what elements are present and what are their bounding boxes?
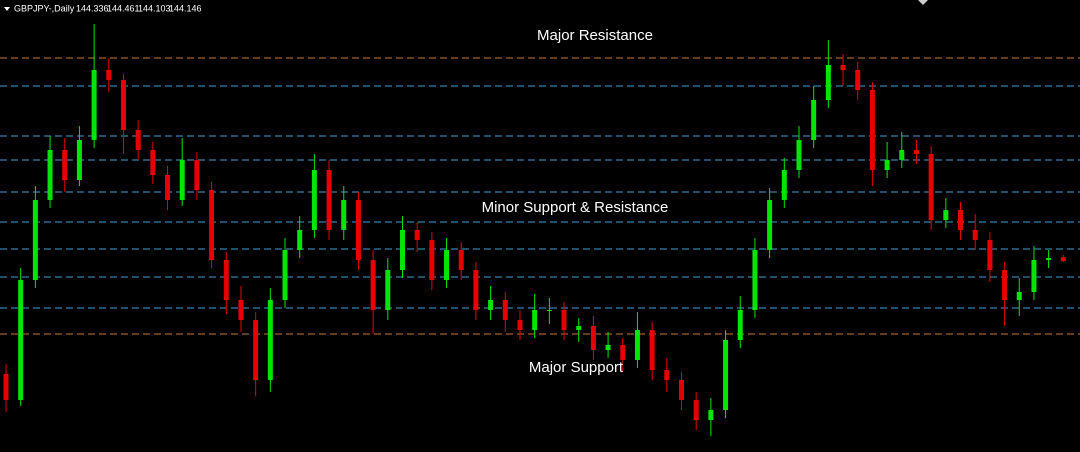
symbol-label: GBPJPY-,Daily: [14, 3, 75, 13]
header: GBPJPY-,Daily 144.336144.461144.103144.14…: [14, 3, 202, 13]
candle-body: [355, 200, 361, 260]
candle-body: [972, 230, 978, 240]
shift-marker: [918, 0, 928, 5]
candle-body: [106, 70, 112, 80]
annotation: Major Support: [529, 359, 624, 376]
candle-body: [458, 250, 464, 270]
menu-arrow[interactable]: [4, 7, 10, 11]
candle-body: [3, 374, 9, 400]
candle-body: [1060, 257, 1066, 262]
candle-body: [135, 130, 141, 150]
candle-body: [737, 310, 743, 340]
candle-body: [649, 330, 655, 370]
candle-body: [297, 230, 303, 250]
candle-body: [62, 150, 68, 180]
candle-body: [532, 310, 538, 330]
candle-body: [414, 230, 420, 240]
candle-body: [620, 345, 626, 360]
candle-body: [723, 340, 729, 410]
candle-body: [561, 310, 567, 330]
candle-body: [576, 326, 582, 330]
candle-body: [987, 240, 993, 270]
candle-body: [238, 300, 244, 320]
candle-body: [546, 310, 552, 311]
candle-body: [311, 170, 317, 230]
candle-body: [47, 150, 53, 200]
candle-body: [884, 160, 890, 170]
candle-body: [91, 70, 97, 140]
candle-body: [18, 280, 24, 400]
candle-body: [326, 170, 332, 230]
candle-body: [840, 65, 846, 70]
ohlc-value: 144.103: [138, 3, 171, 13]
candle-body: [664, 370, 670, 380]
annotation: Minor Support & Resistance: [482, 199, 669, 216]
candle-body: [825, 65, 831, 100]
candle-body: [811, 100, 817, 140]
candle-body: [488, 300, 494, 310]
candle-body: [958, 210, 964, 230]
candle-body: [179, 160, 185, 200]
candle-body: [1002, 270, 1008, 300]
candle-body: [165, 175, 171, 200]
candle-body: [76, 140, 82, 180]
candle-body: [120, 80, 126, 130]
candle-body: [943, 210, 949, 220]
candle-body: [590, 326, 596, 350]
candle-body: [253, 320, 259, 380]
candle-body: [899, 150, 905, 160]
candle-body: [928, 154, 934, 220]
candle-body: [781, 170, 787, 200]
candle-body: [913, 150, 919, 154]
candle-body: [796, 140, 802, 170]
candle-body: [1031, 260, 1037, 292]
candle-body: [634, 330, 640, 360]
candle-body: [267, 300, 273, 380]
candle-body: [502, 300, 508, 320]
candle-body: [605, 345, 611, 350]
ohlc-value: 144.336: [76, 3, 109, 13]
candle-body: [223, 260, 229, 300]
ohlc-value: 144.146: [169, 3, 202, 13]
candle-body: [194, 160, 200, 190]
candle-body: [341, 200, 347, 230]
candle-body: [869, 90, 875, 170]
candle-body: [693, 400, 699, 420]
candle-body: [679, 380, 685, 400]
candle-body: [32, 200, 38, 280]
candle-body: [399, 230, 405, 270]
candle-body: [473, 270, 479, 310]
candle-body: [444, 250, 450, 280]
candle-body: [385, 270, 391, 310]
candle-body: [282, 250, 288, 300]
candle-body: [855, 70, 861, 90]
candle-body: [767, 200, 773, 250]
ohlc-value: 144.461: [107, 3, 140, 13]
candle-body: [517, 320, 523, 330]
candle-body: [209, 190, 215, 260]
candle-body: [429, 240, 435, 280]
candle-body: [708, 410, 714, 420]
candle-body: [752, 250, 758, 310]
candle-body: [150, 150, 156, 175]
candle-body: [1016, 292, 1022, 300]
annotation: Major Resistance: [537, 27, 653, 44]
candle-body: [370, 260, 376, 310]
candle-body: [1046, 258, 1052, 260]
